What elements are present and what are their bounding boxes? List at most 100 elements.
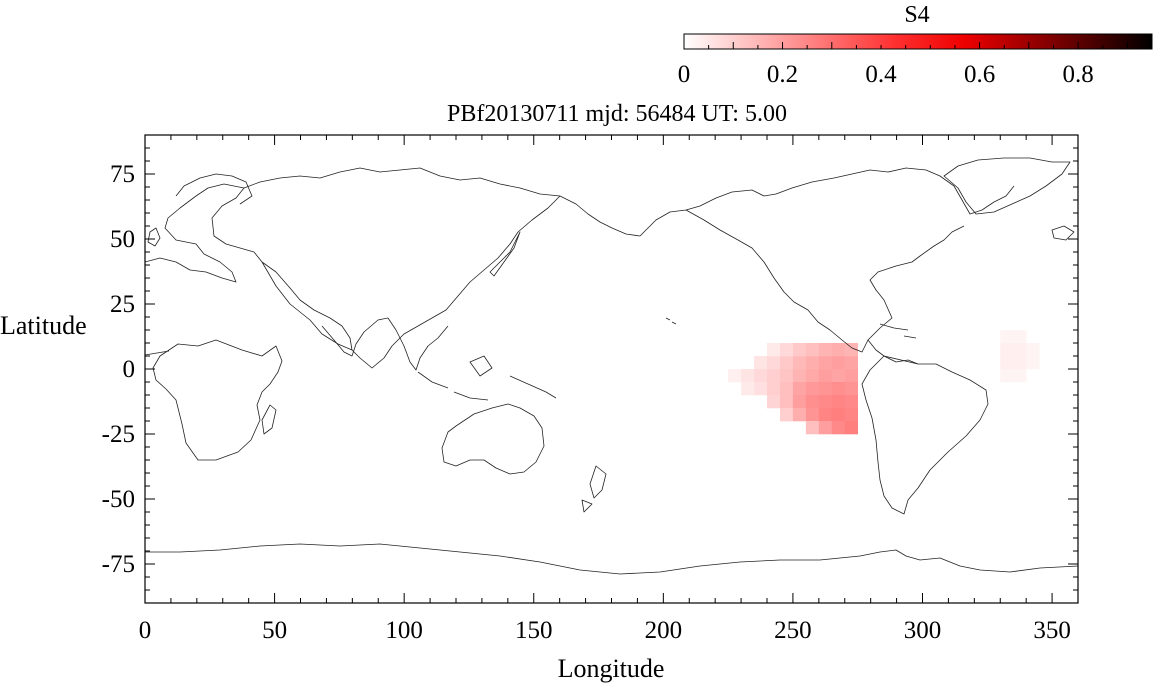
heatmap-cell [844, 369, 859, 383]
heatmap-cell [831, 356, 846, 370]
heatmap-cell [779, 356, 794, 370]
heatmap-cell [844, 343, 859, 357]
coastline-iceland [1051, 225, 1075, 241]
plot-title: PBf20130711 mjd: 56484 UT: 5.00 [447, 101, 787, 127]
coastline-se-asia [387, 317, 449, 371]
heatmap-cell [1026, 356, 1040, 370]
coastline-caribbean [879, 323, 917, 339]
coastline-europe [145, 183, 255, 283]
heatmap-cell [767, 395, 781, 409]
heatmap-cell [805, 421, 820, 435]
heatmap-cell [805, 343, 820, 357]
heatmap-cell [779, 408, 794, 422]
colorbar-tick-label: 0 [678, 61, 691, 88]
colorbar-tick-label: 0.6 [964, 61, 995, 88]
plot-frame [144, 134, 1079, 604]
y-tick-label: -25 [102, 421, 135, 448]
colorbar [683, 33, 1153, 50]
coastline-map [145, 157, 1078, 575]
heatmap-cell [1013, 343, 1027, 357]
s4-heatmap [728, 330, 1040, 435]
colorbar-tick-label: 0.2 [767, 61, 798, 88]
heatmap-cell [792, 369, 807, 383]
y-tick-label: -75 [102, 551, 135, 578]
coastline-australia [441, 403, 545, 475]
heatmap-cell [779, 343, 794, 357]
heatmap-cell [818, 343, 833, 357]
heatmap-cell [818, 356, 833, 370]
heatmap-cell [728, 369, 742, 383]
x-tick-label: 50 [262, 617, 287, 644]
heatmap-cell [779, 395, 794, 409]
heatmap-cell [767, 382, 781, 396]
heatmap-cell [805, 382, 820, 396]
y-tick-label: 50 [110, 226, 135, 253]
heatmap-cell [805, 356, 820, 370]
heatmap-cell [805, 395, 820, 409]
x-tick-label: 150 [515, 617, 553, 644]
heatmap-cell [792, 382, 807, 396]
x-tick-label: 0 [139, 617, 152, 644]
heatmap-cell [818, 421, 833, 435]
coastline-asia-north [243, 167, 641, 237]
heatmap-cell [818, 382, 833, 396]
coastline-alaska [639, 189, 777, 237]
heatmap-cell [1013, 369, 1027, 383]
heatmap-cell [831, 382, 846, 396]
y-tick-label: 25 [110, 291, 135, 318]
heatmap-cell [779, 382, 794, 396]
heatmap-cell [844, 356, 859, 370]
x-tick-label: 300 [904, 617, 942, 644]
heatmap-cell [1000, 369, 1014, 383]
colorbar-label: S4 [904, 2, 929, 28]
heatmap-cell [1013, 356, 1027, 370]
heatmap-cell [844, 395, 859, 409]
coastline-uk [147, 227, 161, 247]
heatmap-cell [754, 369, 768, 383]
colorbar-tick-label: 0.8 [1062, 61, 1093, 88]
coastline-africa [145, 339, 283, 461]
x-tick-label: 200 [645, 617, 683, 644]
heatmap-cell [779, 369, 794, 383]
coastline-hawaii [665, 317, 677, 325]
heatmap-cell [792, 356, 807, 370]
heatmap-cell [831, 421, 846, 435]
y-tick-label: -50 [102, 486, 135, 513]
heatmap-cell [754, 356, 768, 370]
heatmap-cell [844, 421, 859, 435]
heatmap-cell [741, 369, 755, 383]
heatmap-cell [805, 408, 820, 422]
coastline-india [321, 317, 389, 357]
coastline-arabia [253, 251, 353, 351]
coastline-central-america [867, 339, 919, 365]
coastline-north-america [685, 209, 965, 353]
x-tick-label: 350 [1033, 617, 1071, 644]
heatmap-cell [792, 408, 807, 422]
heatmap-cell [767, 343, 781, 357]
x-axis-label: Longitude [558, 654, 665, 683]
heatmap-cell [818, 369, 833, 383]
heatmap-cell [767, 369, 781, 383]
heatmap-cell [844, 382, 859, 396]
coastline-japan [489, 231, 521, 277]
coastline-antarctica [145, 543, 1078, 575]
heatmap-cell [805, 369, 820, 383]
heatmap-cell [831, 369, 846, 383]
y-tick-label: 75 [110, 161, 135, 188]
coastline-indonesia [417, 355, 557, 401]
colorbar-ticks: 0 0.2 0.4 0.6 0.8 [678, 42, 1153, 88]
heatmap-cell [1026, 343, 1040, 357]
y-tick-label: 0 [123, 356, 136, 383]
heatmap-cell [1000, 343, 1014, 357]
heatmap-cell [831, 343, 846, 357]
heatmap-cell [818, 408, 833, 422]
x-tick-label: 250 [774, 617, 812, 644]
heatmap-cell [792, 343, 807, 357]
coastline-new-zealand [581, 465, 607, 513]
heatmap-cell [792, 395, 807, 409]
coastline-greenland [943, 157, 1071, 215]
coastline-madagascar [261, 404, 277, 435]
heatmap-cell [767, 356, 781, 370]
